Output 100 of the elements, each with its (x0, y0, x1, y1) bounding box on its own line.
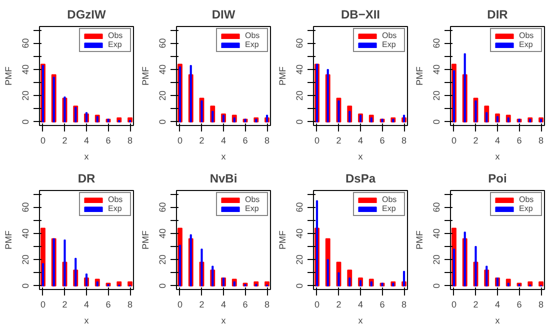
x-axis-title: x (221, 152, 226, 162)
y-tick-label: 0 (158, 119, 168, 124)
x-tick-label: 2 (473, 136, 478, 146)
x-axis-title: x (358, 152, 364, 162)
legend-label: Exp (108, 204, 123, 213)
x-tick-label: 2 (199, 136, 204, 146)
legend-label: Obs (245, 195, 261, 204)
x-tick-label: 0 (40, 300, 46, 310)
y-tick-label: 20 (294, 254, 304, 265)
legend-label: Obs (519, 31, 535, 40)
x-tick-label: 6 (106, 300, 111, 310)
y-tick-label: 20 (432, 254, 442, 265)
y-axis-title: PMF (414, 230, 424, 250)
x-tick-label: 6 (380, 300, 385, 310)
x-tick-label: 0 (177, 300, 182, 310)
y-axis-title: PMF (278, 230, 288, 250)
x-axis-title: x (84, 316, 90, 326)
y-axis-title: PMF (278, 66, 288, 86)
chart-title: DB−XII (340, 8, 380, 22)
y-tick-label: 0 (158, 283, 168, 288)
y-tick-label: 20 (20, 90, 30, 101)
legend-label: Obs (108, 31, 124, 40)
x-tick-label: 4 (220, 136, 226, 146)
y-tick-label: 0 (20, 283, 30, 288)
y-tick-label: 20 (158, 90, 168, 101)
y-axis-title: PMF (140, 66, 150, 86)
legend-label: Exp (245, 204, 260, 213)
y-tick-label: 20 (20, 254, 30, 265)
x-tick-label: 2 (473, 300, 478, 310)
y-tick-label: 60 (432, 202, 442, 212)
x-tick-label: 4 (358, 136, 364, 146)
x-tick-label: 0 (314, 136, 320, 146)
x-axis-title: x (495, 316, 500, 326)
legend-label: Exp (245, 40, 260, 49)
x-tick-label: 8 (402, 136, 407, 146)
y-tick-label: 20 (294, 90, 304, 101)
x-tick-label: 2 (62, 136, 68, 146)
y-tick-label: 0 (432, 283, 442, 288)
legend-label: Obs (245, 31, 261, 40)
x-tick-label: 6 (242, 300, 248, 310)
y-tick-label: 40 (20, 228, 30, 238)
x-tick-label: 8 (128, 300, 133, 310)
x-axis-title: x (84, 152, 90, 162)
y-tick-label: 0 (294, 119, 304, 124)
x-tick-label: 6 (380, 136, 385, 146)
y-tick-label: 60 (20, 38, 30, 48)
x-tick-label: 4 (494, 300, 500, 310)
y-tick-label: 40 (158, 64, 168, 74)
x-tick-label: 6 (516, 136, 522, 146)
chart-title: DR (78, 172, 96, 186)
y-tick-label: 40 (294, 64, 304, 74)
y-tick-label: 20 (432, 90, 442, 101)
legend-label: Exp (382, 204, 397, 213)
x-tick-label: 2 (336, 136, 342, 146)
y-tick-label: 20 (158, 254, 168, 265)
y-tick-label: 40 (432, 64, 442, 74)
x-tick-label: 4 (84, 300, 90, 310)
chart-title: DsPa (345, 172, 376, 186)
y-tick-label: 60 (158, 202, 168, 212)
y-tick-label: 0 (20, 119, 30, 124)
x-axis-title: x (495, 152, 500, 162)
x-tick-label: 0 (451, 300, 456, 310)
y-tick-label: 40 (432, 228, 442, 238)
x-tick-label: 6 (106, 136, 111, 146)
y-axis-title: PMF (414, 66, 424, 86)
legend-label: Obs (108, 195, 124, 204)
y-tick-label: 60 (432, 38, 442, 48)
x-tick-label: 4 (220, 300, 226, 310)
x-tick-label: 0 (451, 136, 456, 146)
legend-label: Exp (519, 204, 534, 213)
chart-title: DIW (212, 8, 236, 22)
x-tick-label: 8 (128, 136, 133, 146)
x-tick-label: 8 (538, 300, 544, 310)
legend-label: Exp (382, 40, 397, 49)
x-tick-label: 8 (264, 300, 270, 310)
x-tick-label: 0 (40, 136, 46, 146)
y-tick-label: 40 (158, 228, 168, 238)
x-tick-label: 0 (314, 300, 320, 310)
chart-title: NvBi (210, 172, 238, 186)
y-tick-label: 0 (432, 119, 442, 124)
x-tick-label: 8 (402, 300, 407, 310)
y-tick-label: 60 (158, 38, 168, 48)
x-tick-label: 4 (358, 300, 364, 310)
x-tick-label: 4 (494, 136, 500, 146)
chart-title: Poi (488, 172, 507, 186)
y-tick-label: 0 (294, 283, 304, 288)
chart-title: DGzIW (67, 8, 107, 22)
y-axis-title: PMF (140, 230, 150, 250)
x-tick-label: 2 (199, 300, 204, 310)
y-tick-label: 40 (20, 64, 30, 74)
legend-label: Exp (519, 40, 534, 49)
y-axis-title: PMF (4, 66, 14, 86)
y-tick-label: 60 (20, 202, 30, 212)
x-tick-label: 2 (336, 300, 342, 310)
legend-label: Exp (108, 40, 123, 49)
y-tick-label: 60 (294, 202, 304, 212)
x-axis-title: x (221, 316, 226, 326)
y-axis-title: PMF (4, 230, 14, 250)
y-tick-label: 60 (294, 38, 304, 48)
x-axis-title: x (358, 316, 364, 326)
